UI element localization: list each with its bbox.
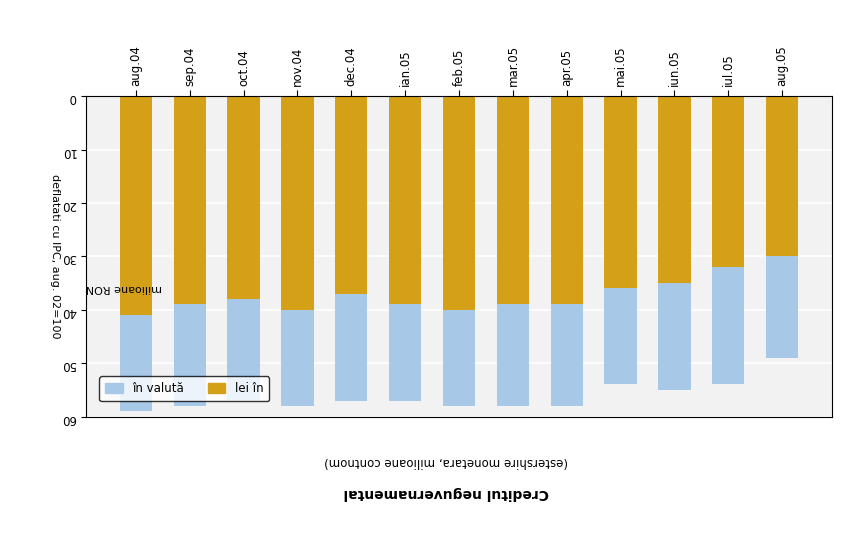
Bar bbox=[766, 256, 798, 358]
Bar bbox=[281, 96, 314, 310]
Bar bbox=[281, 310, 314, 406]
Bar bbox=[335, 96, 367, 294]
Bar bbox=[120, 315, 152, 411]
Bar bbox=[658, 283, 691, 390]
Bar bbox=[173, 96, 206, 304]
Bar bbox=[120, 96, 152, 315]
Bar bbox=[335, 294, 367, 400]
Bar bbox=[658, 96, 691, 283]
Bar bbox=[551, 304, 583, 406]
Bar bbox=[712, 267, 745, 384]
Bar bbox=[443, 96, 475, 310]
Bar bbox=[443, 310, 475, 406]
Bar bbox=[604, 96, 637, 288]
Bar bbox=[712, 96, 745, 267]
Bar bbox=[389, 304, 421, 400]
Text: (estershire monetara, milioane contnom): (estershire monetara, milioane contnom) bbox=[324, 454, 568, 468]
Bar bbox=[551, 96, 583, 304]
Text: milioane RON: milioane RON bbox=[86, 283, 162, 293]
Legend: în valută, lei în: în valută, lei în bbox=[100, 376, 269, 401]
Bar bbox=[497, 96, 529, 304]
Text: Creditul neguvernamental: Creditul neguvernamental bbox=[343, 485, 549, 500]
Bar bbox=[497, 304, 529, 406]
Bar bbox=[173, 304, 206, 406]
Bar bbox=[227, 299, 260, 400]
Bar bbox=[227, 96, 260, 299]
Bar bbox=[389, 96, 421, 304]
Y-axis label: deflatati cu IPC, aug. 02=100: deflatati cu IPC, aug. 02=100 bbox=[50, 174, 60, 339]
Bar bbox=[766, 96, 798, 256]
Bar bbox=[604, 288, 637, 384]
